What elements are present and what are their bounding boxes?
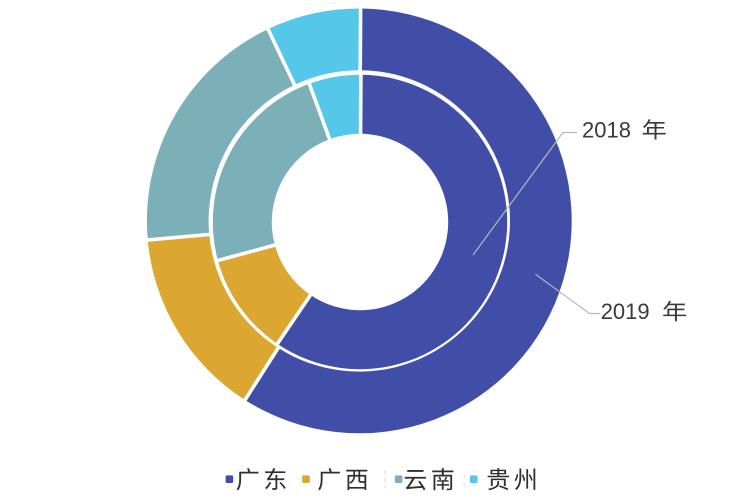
svg-text:2018: 2018	[582, 117, 631, 142]
svg-text:2019: 2019	[601, 299, 650, 324]
